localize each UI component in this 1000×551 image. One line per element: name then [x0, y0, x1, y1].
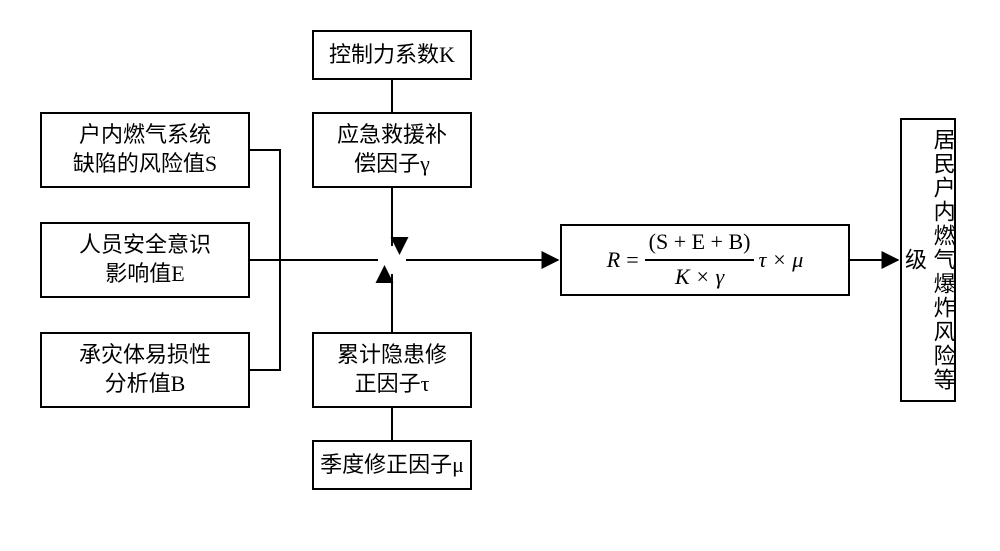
text-gamma: 应急救援补偿因子γ: [337, 121, 447, 178]
box-mu: 季度修正因子μ: [312, 440, 472, 490]
box-b: 承灾体易损性分析值B: [40, 332, 250, 408]
formula-fraction: (S + E + B) K × γ: [645, 228, 755, 291]
text-e: 人员安全意识影响值E: [79, 231, 211, 288]
formula-denominator: K × γ: [645, 261, 755, 292]
box-tau: 累计隐患修正因子τ: [312, 332, 472, 408]
text-s: 户内燃气系统缺陷的风险值S: [73, 121, 217, 178]
text-tau: 累计隐患修正因子τ: [337, 341, 447, 398]
text-mu: 季度修正因子μ: [320, 451, 464, 480]
line-s-bus: [250, 150, 280, 260]
box-s: 户内燃气系统缺陷的风险值S: [40, 112, 250, 188]
line-b-bus: [250, 260, 280, 370]
text-output: 居民户内燃气爆炸风险等级: [899, 128, 956, 392]
box-k: 控制力系数K: [312, 30, 472, 80]
formula-eq: =: [626, 246, 638, 275]
formula-numerator: (S + E + B): [645, 228, 755, 261]
formula-lhs: R: [607, 246, 620, 275]
formula-tail: τ × μ: [758, 246, 803, 275]
text-k: 控制力系数K: [329, 41, 455, 70]
text-b: 承灾体易损性分析值B: [79, 341, 211, 398]
box-e: 人员安全意识影响值E: [40, 222, 250, 298]
box-gamma: 应急救援补偿因子γ: [312, 112, 472, 188]
box-output: 居民户内燃气爆炸风险等级: [900, 118, 956, 402]
box-formula: R = (S + E + B) K × γ τ × μ: [560, 224, 850, 296]
